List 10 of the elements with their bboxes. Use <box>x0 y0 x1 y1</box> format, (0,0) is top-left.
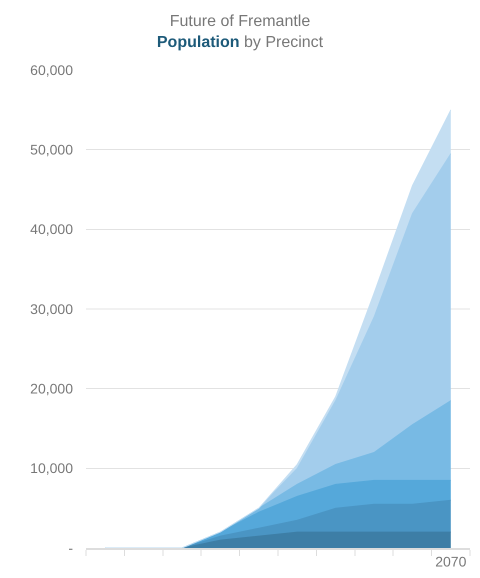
y-tick-label: 10,000 <box>30 460 74 476</box>
x-tick-label: 2070 <box>435 554 467 570</box>
chart-title: Future of Fremantle <box>170 13 310 30</box>
y-tick-label: 30,000 <box>30 300 74 317</box>
y-tick-label: 60,000 <box>30 62 74 78</box>
y-tick-label: 40,000 <box>30 221 74 238</box>
y-tick-label: - <box>68 540 74 556</box>
chart-subtitle: Population by Precinct <box>156 34 324 51</box>
y-tick-label: 50,000 <box>30 142 74 158</box>
y-tick-label: 20,000 <box>30 380 74 397</box>
